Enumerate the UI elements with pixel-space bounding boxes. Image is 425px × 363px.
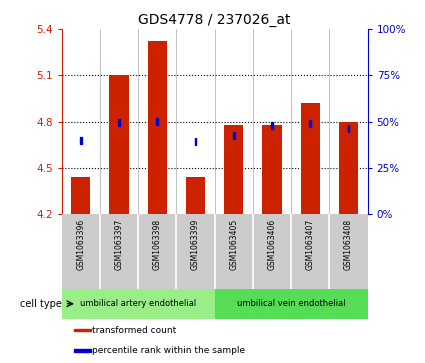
Title: GDS4778 / 237026_at: GDS4778 / 237026_at bbox=[139, 13, 291, 26]
Bar bbox=[118, 119, 120, 126]
Bar bbox=[195, 138, 196, 145]
Bar bbox=[300, 103, 320, 215]
Bar bbox=[186, 178, 205, 215]
Text: cell type: cell type bbox=[20, 299, 62, 309]
Bar bbox=[71, 178, 90, 215]
Text: umbilical artery endothelial: umbilical artery endothelial bbox=[80, 299, 196, 308]
Text: umbilical vein endothelial: umbilical vein endothelial bbox=[237, 299, 346, 308]
Bar bbox=[262, 125, 281, 215]
Bar bbox=[339, 122, 358, 215]
Text: GSM1063399: GSM1063399 bbox=[191, 219, 200, 270]
Text: GSM1063406: GSM1063406 bbox=[267, 219, 277, 270]
Bar bbox=[215, 289, 368, 319]
Text: GSM1063407: GSM1063407 bbox=[306, 219, 315, 270]
Text: GSM1063398: GSM1063398 bbox=[153, 219, 162, 270]
Bar bbox=[233, 132, 235, 139]
Text: GSM1063397: GSM1063397 bbox=[114, 219, 124, 270]
Bar bbox=[224, 125, 243, 215]
Bar bbox=[156, 118, 158, 125]
Bar bbox=[148, 41, 167, 215]
Text: GSM1063408: GSM1063408 bbox=[344, 219, 353, 270]
Bar bbox=[62, 289, 215, 319]
Text: transformed count: transformed count bbox=[92, 326, 176, 335]
Text: GSM1063405: GSM1063405 bbox=[229, 219, 238, 270]
Text: percentile rank within the sample: percentile rank within the sample bbox=[92, 346, 245, 355]
Bar bbox=[109, 76, 128, 215]
Bar bbox=[80, 137, 82, 144]
Bar bbox=[74, 349, 91, 352]
Bar bbox=[271, 122, 273, 129]
Bar bbox=[309, 120, 311, 127]
Text: GSM1063396: GSM1063396 bbox=[76, 219, 85, 270]
Bar bbox=[348, 125, 349, 132]
Bar bbox=[74, 329, 91, 331]
